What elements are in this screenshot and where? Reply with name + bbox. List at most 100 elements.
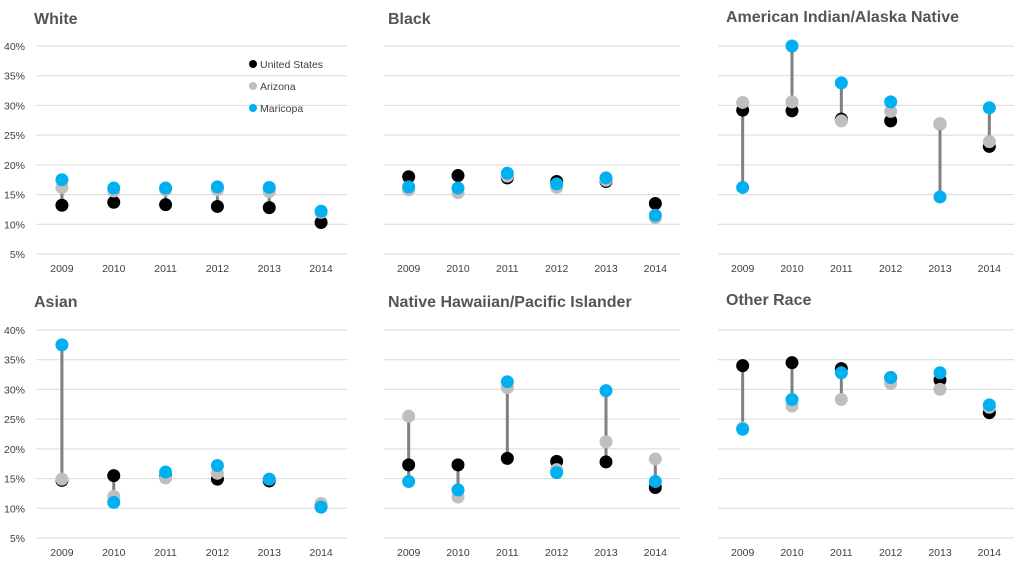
native-hawaiian-pacific-islander-united-states-point — [500, 451, 514, 465]
white-united-states-point — [55, 198, 69, 212]
asian-united-states-point — [107, 469, 121, 483]
asian-maricopa-point — [55, 338, 69, 352]
asian-x-tick-label: 2011 — [154, 547, 177, 559]
white-y-tick-label: 5% — [10, 249, 25, 261]
black-united-states-point — [451, 169, 465, 183]
legend-label-maricopa: Maricopa — [260, 103, 303, 115]
american-indian-alaska-native-maricopa-point — [736, 180, 750, 194]
native-hawaiian-pacific-islander-maricopa-point — [599, 384, 613, 398]
white-x-tick-label: 2010 — [102, 263, 126, 275]
black-maricopa-point — [599, 171, 613, 185]
white-united-states-point — [159, 198, 173, 212]
asian-maricopa-point — [159, 465, 173, 479]
other-race-maricopa-point — [785, 393, 799, 407]
white-x-tick-label: 2014 — [309, 263, 333, 275]
other-race-x-tick-label: 2012 — [879, 547, 903, 559]
native-hawaiian-pacific-islander-maricopa-point — [451, 483, 465, 497]
black-x-tick-label: 2014 — [644, 263, 668, 275]
white-maricopa-point — [107, 181, 121, 195]
black-x-tick-label: 2010 — [446, 263, 470, 275]
asian-y-tick-label: 35% — [4, 355, 25, 367]
native-hawaiian-pacific-islander-maricopa-point — [648, 475, 662, 489]
native-hawaiian-pacific-islander-maricopa-point — [550, 466, 564, 480]
asian-x-tick-label: 2009 — [50, 547, 74, 559]
native-hawaiian-pacific-islander-united-states-point — [599, 455, 613, 469]
black-maricopa-point — [550, 177, 564, 191]
black-maricopa-point — [648, 208, 662, 222]
white-maricopa-point — [159, 181, 173, 195]
other-race-maricopa-point — [982, 398, 996, 412]
white-x-tick-label: 2012 — [206, 263, 230, 275]
asian-maricopa-point — [262, 472, 276, 486]
asian-y-tick-label: 5% — [10, 533, 25, 545]
native-hawaiian-pacific-islander-x-tick-label: 2010 — [446, 547, 470, 559]
asian-x-tick-label: 2012 — [206, 547, 230, 559]
american-indian-alaska-native-arizona-point — [834, 114, 848, 128]
american-indian-alaska-native-arizona-point — [982, 135, 996, 149]
american-indian-alaska-native-arizona-point — [884, 104, 898, 118]
other-race-maricopa-point — [884, 371, 898, 385]
native-hawaiian-pacific-islander-maricopa-point — [500, 375, 514, 389]
native-hawaiian-pacific-islander-panel-title: Native Hawaiian/Pacific Islander — [388, 294, 632, 311]
black-x-tick-label: 2009 — [397, 263, 421, 275]
legend-marker-arizona — [249, 82, 257, 90]
black-panel-title: Black — [388, 11, 431, 28]
american-indian-alaska-native-x-tick-label: 2011 — [830, 263, 853, 275]
asian-y-tick-label: 25% — [4, 414, 25, 426]
other-race-x-tick-label: 2009 — [731, 547, 755, 559]
american-indian-alaska-native-united-states-point — [884, 114, 898, 128]
american-indian-alaska-native-maricopa-point — [834, 76, 848, 90]
asian-y-tick-label: 20% — [4, 444, 25, 456]
white-maricopa-point — [314, 204, 328, 218]
other-race-panel-title: Other Race — [726, 292, 811, 309]
legend-label-united-states: United States — [260, 59, 323, 71]
asian-maricopa-point — [107, 495, 121, 509]
other-race-arizona-point — [933, 382, 947, 396]
white-united-states-point — [262, 201, 276, 215]
native-hawaiian-pacific-islander-arizona-point — [402, 409, 416, 423]
american-indian-alaska-native-arizona-point — [933, 117, 947, 131]
white-maricopa-point — [210, 180, 224, 194]
white-panel-title: White — [34, 11, 78, 28]
asian-y-tick-label: 30% — [4, 384, 25, 396]
american-indian-alaska-native-maricopa-point — [982, 101, 996, 115]
black-maricopa-point — [451, 181, 465, 195]
native-hawaiian-pacific-islander-united-states-point — [451, 458, 465, 472]
american-indian-alaska-native-x-tick-label: 2009 — [731, 263, 755, 275]
american-indian-alaska-native-united-states-point — [785, 104, 799, 118]
american-indian-alaska-native-arizona-point — [785, 95, 799, 109]
native-hawaiian-pacific-islander-x-tick-label: 2014 — [644, 547, 668, 559]
white-united-states-point — [210, 199, 224, 213]
white-maricopa-point — [262, 180, 276, 194]
american-indian-alaska-native-x-tick-label: 2013 — [928, 263, 952, 275]
native-hawaiian-pacific-islander-x-tick-label: 2012 — [545, 547, 569, 559]
white-y-tick-label: 15% — [4, 190, 25, 202]
legend-marker-maricopa — [249, 104, 257, 112]
black-x-tick-label: 2011 — [496, 263, 519, 275]
american-indian-alaska-native-x-tick-label: 2012 — [879, 263, 903, 275]
native-hawaiian-pacific-islander-arizona-point — [599, 435, 613, 449]
white-y-tick-label: 35% — [4, 71, 25, 83]
asian-panel-title: Asian — [34, 294, 78, 311]
white-x-tick-label: 2009 — [50, 263, 74, 275]
white-y-tick-label: 40% — [4, 41, 25, 53]
other-race-x-tick-label: 2011 — [830, 547, 853, 559]
american-indian-alaska-native-x-tick-label: 2010 — [780, 263, 804, 275]
other-race-x-tick-label: 2010 — [780, 547, 804, 559]
native-hawaiian-pacific-islander-maricopa-point — [402, 475, 416, 489]
black-x-tick-label: 2013 — [594, 263, 618, 275]
legend-marker-united-states — [249, 60, 257, 68]
american-indian-alaska-native-panel-title: American Indian/Alaska Native — [726, 9, 959, 26]
black-x-tick-label: 2012 — [545, 263, 569, 275]
native-hawaiian-pacific-islander-x-tick-label: 2013 — [594, 547, 618, 559]
black-united-states-point — [402, 170, 416, 184]
asian-maricopa-point — [314, 500, 328, 514]
asian-x-tick-label: 2014 — [309, 547, 333, 559]
asian-y-tick-label: 40% — [4, 325, 25, 337]
american-indian-alaska-native-x-tick-label: 2014 — [978, 263, 1002, 275]
asian-maricopa-point — [210, 458, 224, 472]
other-race-united-states-point — [785, 356, 799, 370]
black-maricopa-point — [402, 180, 416, 194]
